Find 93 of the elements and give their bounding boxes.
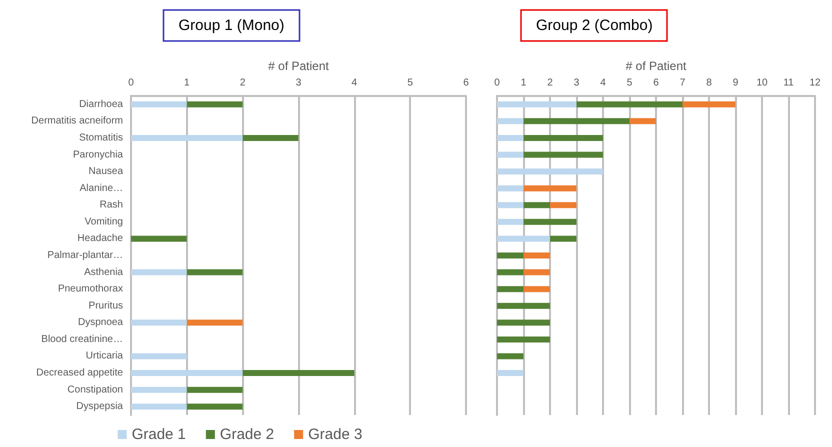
chart-title: Group 1 (Mono): [178, 17, 284, 34]
x-tick-label: 5: [626, 78, 633, 88]
bar: [497, 269, 524, 276]
bar: [242, 134, 298, 141]
x-axis-title: # of Patient: [268, 59, 330, 73]
x-axis-title: # of Patient: [626, 59, 688, 73]
bar: [186, 320, 243, 326]
y-tick-label: Constipation: [67, 384, 123, 396]
x-tick-label: 3: [574, 78, 580, 88]
y-tick-label: Pruritus: [88, 300, 123, 312]
x-tick-label: 2: [547, 78, 554, 88]
bar: [497, 134, 524, 141]
bar: [131, 320, 187, 326]
bar: [576, 101, 682, 108]
x-tick-label: 1: [184, 78, 190, 88]
x-tick-label: 0: [494, 78, 500, 88]
x-tick-label: 5: [407, 78, 414, 88]
legend-label: Grade 3: [308, 426, 362, 443]
x-tick-label: 0: [128, 78, 134, 88]
y-tick-label: Blood creatinine…: [41, 334, 123, 345]
bar: [497, 168, 603, 175]
bar: [497, 185, 524, 192]
y-tick-label: Dermatitis acneiform: [31, 116, 123, 127]
bar: [524, 118, 630, 124]
x-tick-label: 6: [653, 78, 660, 88]
bar: [131, 404, 187, 410]
x-tick-label: 2: [240, 78, 246, 88]
y-tick-label: Headache: [77, 233, 124, 244]
bar: [524, 152, 603, 158]
bar: [497, 202, 524, 208]
x-tick-label: 7: [680, 78, 686, 88]
bar: [497, 101, 576, 108]
x-tick-label: 10: [756, 78, 768, 88]
bar: [524, 218, 576, 225]
x-tick-label: 12: [809, 78, 821, 88]
bar: [131, 269, 187, 276]
y-tick-label: Paronychia: [72, 149, 124, 160]
y-tick-label: Urticaria: [86, 350, 124, 362]
bar: [497, 336, 550, 342]
bar: [524, 202, 550, 208]
y-tick-label: Vomiting: [84, 216, 123, 228]
bar: [131, 236, 187, 242]
bar: [186, 101, 243, 108]
bar: [524, 134, 603, 141]
x-tick-label: 1: [520, 78, 527, 88]
y-tick-label: Palmar-plantar…: [47, 250, 123, 261]
bar: [524, 252, 550, 258]
bar: [186, 386, 243, 393]
bar: [497, 353, 524, 360]
bar: [524, 269, 550, 276]
y-tick-label: Decreased appetite: [36, 368, 124, 379]
x-tick-label: 8: [706, 78, 712, 88]
y-tick-label: Alanine…: [80, 182, 123, 194]
legend-label: Grade 1: [132, 426, 186, 443]
bar: [131, 101, 187, 108]
bar: [186, 404, 243, 410]
bar: [524, 286, 550, 292]
bar: [131, 370, 243, 376]
bar: [524, 185, 576, 192]
bar: [497, 236, 550, 242]
bar: [497, 286, 524, 292]
y-tick-label: Stomatitis: [79, 132, 123, 144]
legend-label: Grade 2: [220, 426, 274, 443]
bar: [497, 370, 524, 376]
bar: [131, 134, 243, 141]
x-tick-label: 4: [600, 78, 606, 88]
bar: [682, 101, 736, 108]
bar: [242, 370, 354, 376]
y-tick-label: Dyspnoea: [78, 317, 124, 328]
x-tick-label: 4: [352, 78, 358, 88]
y-tick-label: Rash: [100, 200, 123, 211]
bar: [497, 218, 524, 225]
bar: [497, 320, 550, 326]
y-tick-label: Diarrhoea: [79, 98, 124, 110]
bar: [550, 236, 576, 242]
y-tick-label: Dyspepsia: [76, 401, 124, 412]
y-tick-label: Pneumothorax: [58, 284, 123, 295]
bar: [497, 302, 550, 309]
bar: [497, 118, 524, 124]
bar: [550, 202, 576, 208]
bar: [497, 252, 524, 258]
x-tick-label: 11: [783, 78, 794, 88]
chart-title: Group 2 (Combo): [536, 17, 653, 34]
x-tick-label: 6: [463, 78, 470, 88]
bar: [131, 353, 187, 360]
y-tick-label: Nausea: [88, 166, 124, 178]
y-tick-label: Asthenia: [84, 266, 124, 278]
bar: [497, 152, 524, 158]
x-tick-label: 9: [732, 78, 739, 88]
bar: [131, 386, 187, 393]
bar: [186, 269, 243, 276]
x-tick-label: 3: [296, 78, 302, 88]
bar: [630, 118, 656, 124]
